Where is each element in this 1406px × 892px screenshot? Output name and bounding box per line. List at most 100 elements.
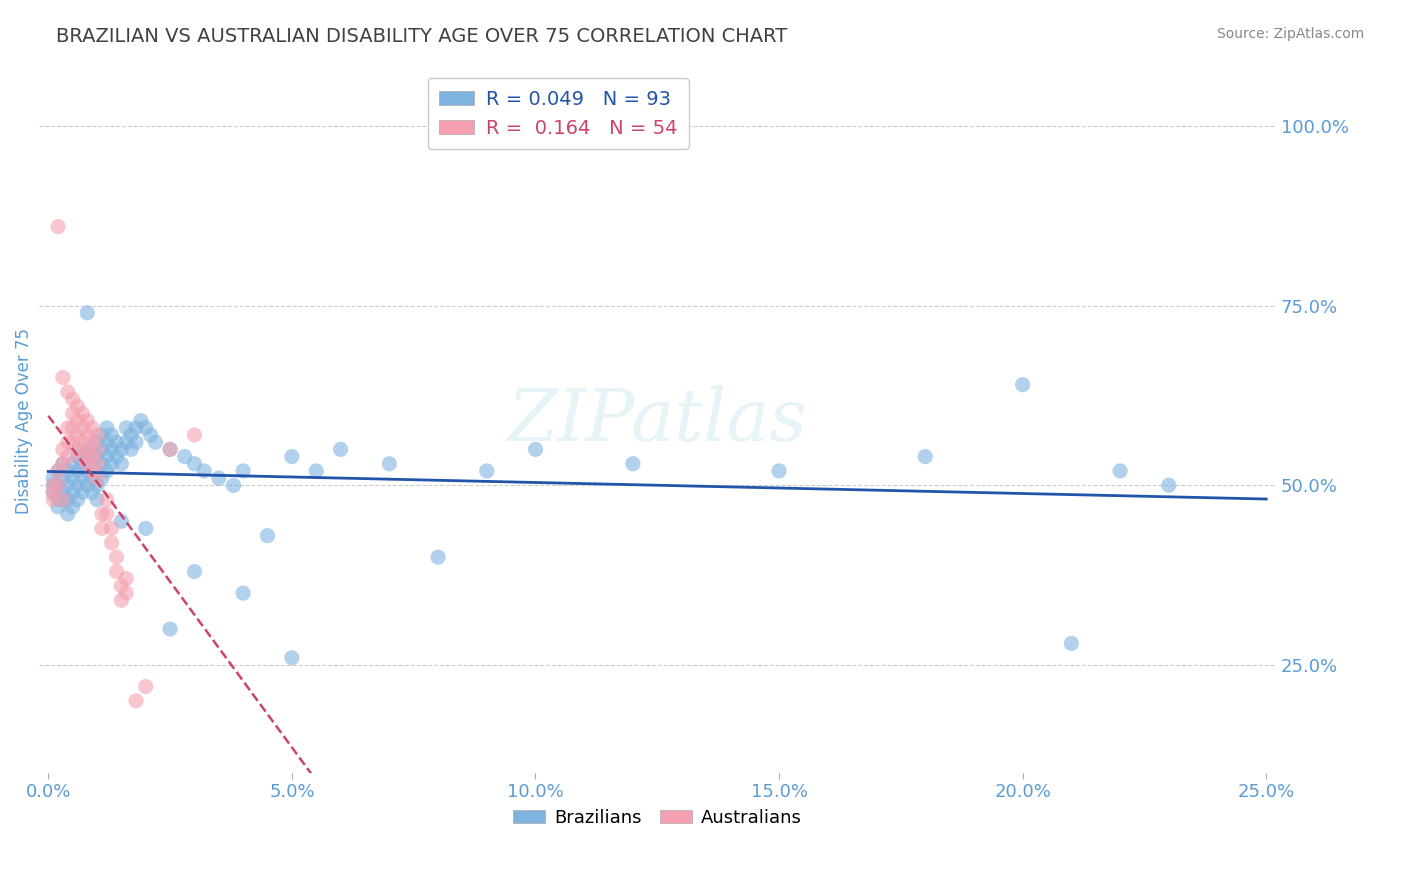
Point	[82, 485, 104, 500]
Point	[62, 392, 84, 406]
Point	[378, 457, 401, 471]
Point	[115, 435, 138, 450]
Point	[66, 428, 89, 442]
Point	[52, 492, 75, 507]
Point	[222, 478, 245, 492]
Point	[72, 442, 94, 457]
Point	[329, 442, 352, 457]
Point	[52, 457, 75, 471]
Point	[96, 450, 118, 464]
Point	[914, 450, 936, 464]
Point	[82, 464, 104, 478]
Point	[100, 442, 122, 457]
Point	[115, 572, 138, 586]
Point	[115, 586, 138, 600]
Point	[42, 478, 65, 492]
Point	[56, 478, 79, 492]
Point	[524, 442, 547, 457]
Text: BRAZILIAN VS AUSTRALIAN DISABILITY AGE OVER 75 CORRELATION CHART: BRAZILIAN VS AUSTRALIAN DISABILITY AGE O…	[56, 27, 787, 45]
Point	[82, 450, 104, 464]
Point	[56, 421, 79, 435]
Point	[56, 384, 79, 399]
Point	[62, 421, 84, 435]
Point	[100, 521, 122, 535]
Point	[96, 435, 118, 450]
Point	[110, 514, 132, 528]
Point	[110, 457, 132, 471]
Point	[72, 407, 94, 421]
Point	[56, 492, 79, 507]
Point	[62, 485, 84, 500]
Point	[125, 694, 148, 708]
Point	[159, 622, 181, 636]
Point	[281, 450, 304, 464]
Point	[52, 471, 75, 485]
Point	[183, 457, 205, 471]
Point	[56, 450, 79, 464]
Point	[76, 478, 98, 492]
Point	[82, 421, 104, 435]
Point	[76, 306, 98, 320]
Point	[145, 435, 167, 450]
Text: Source: ZipAtlas.com: Source: ZipAtlas.com	[1216, 27, 1364, 41]
Point	[183, 565, 205, 579]
Point	[52, 457, 75, 471]
Point	[183, 428, 205, 442]
Point	[42, 485, 65, 500]
Point	[105, 450, 128, 464]
Point	[46, 492, 69, 507]
Point	[96, 464, 118, 478]
Point	[208, 471, 231, 485]
Point	[100, 536, 122, 550]
Point	[86, 435, 108, 450]
Point	[135, 521, 157, 535]
Point	[46, 500, 69, 514]
Point	[90, 442, 112, 457]
Point	[305, 464, 328, 478]
Point	[72, 421, 94, 435]
Point	[42, 485, 65, 500]
Point	[66, 414, 89, 428]
Point	[105, 550, 128, 565]
Point	[46, 219, 69, 234]
Point	[110, 442, 132, 457]
Point	[46, 464, 69, 478]
Point	[76, 450, 98, 464]
Point	[120, 442, 142, 457]
Point	[52, 442, 75, 457]
Point	[86, 471, 108, 485]
Point	[115, 421, 138, 435]
Point	[62, 435, 84, 450]
Y-axis label: Disability Age Over 75: Disability Age Over 75	[15, 327, 32, 514]
Point	[82, 457, 104, 471]
Point	[82, 442, 104, 457]
Point	[76, 414, 98, 428]
Point	[72, 457, 94, 471]
Point	[66, 478, 89, 492]
Point	[42, 492, 65, 507]
Point	[90, 428, 112, 442]
Point	[86, 478, 108, 492]
Point	[173, 450, 195, 464]
Point	[621, 457, 644, 471]
Point	[159, 442, 181, 457]
Point	[56, 464, 79, 478]
Point	[56, 507, 79, 521]
Point	[159, 442, 181, 457]
Point	[86, 442, 108, 457]
Point	[86, 457, 108, 471]
Point	[475, 464, 498, 478]
Point	[193, 464, 215, 478]
Point	[90, 471, 112, 485]
Point	[86, 492, 108, 507]
Legend: Brazilians, Australians: Brazilians, Australians	[505, 802, 810, 834]
Point	[72, 450, 94, 464]
Point	[42, 478, 65, 492]
Point	[1060, 636, 1083, 650]
Point	[96, 421, 118, 435]
Point	[120, 428, 142, 442]
Point	[82, 471, 104, 485]
Point	[135, 680, 157, 694]
Point	[1157, 478, 1180, 492]
Point	[139, 428, 162, 442]
